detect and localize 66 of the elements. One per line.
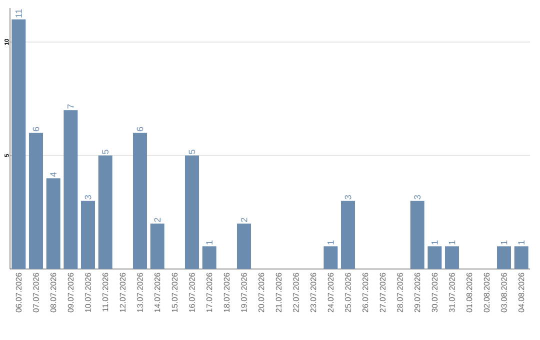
- x-tick-label: 28.07.2026: [397, 272, 403, 312]
- data-label: 1: [448, 240, 456, 244]
- bar: [150, 224, 164, 269]
- bar: [410, 200, 424, 269]
- data-label: 4: [50, 172, 56, 177]
- x-tick-label: 06.07.2026: [16, 272, 22, 312]
- x-tick-label: 07.07.2026: [33, 272, 39, 312]
- x-tick-label: 21.07.2026: [276, 272, 282, 312]
- data-label: 6: [136, 127, 144, 132]
- x-tick-label: 29.07.2026: [414, 272, 420, 312]
- x-tick-label: 31.07.2026: [449, 272, 455, 312]
- data-label: 6: [32, 127, 40, 132]
- bar: [202, 246, 216, 269]
- data-label: 2: [154, 218, 160, 222]
- bar: [497, 246, 512, 269]
- data-label: 3: [414, 195, 421, 200]
- data-label: 2: [240, 218, 248, 222]
- x-tick-label: 20.07.2026: [258, 272, 264, 312]
- data-label: 1: [206, 240, 212, 244]
- x-tick-label: 04.08.2026: [518, 272, 524, 312]
- x-tick-label: 22.07.2026: [293, 272, 299, 312]
- x-tick-label: 27.07.2026: [380, 272, 386, 312]
- bar: [29, 132, 43, 269]
- x-tick-label: 14.07.2026: [154, 272, 160, 312]
- x-tick-label: 16.07.2026: [189, 272, 195, 312]
- x-tick-label: 11.07.2026: [102, 272, 108, 312]
- bar: [445, 246, 460, 269]
- bar: [98, 156, 112, 269]
- data-label: 1: [432, 240, 438, 244]
- x-tick-label: 17.07.2026: [206, 272, 212, 312]
- x-tick-label: 26.07.2026: [362, 272, 368, 312]
- data-label: 3: [344, 195, 352, 200]
- x-tick-label: 10.07.2026: [85, 272, 91, 312]
- bar: [64, 110, 78, 269]
- x-tick-label: 25.07.2026: [345, 272, 351, 312]
- data-label: 3: [84, 195, 92, 200]
- bar: [324, 246, 338, 269]
- data-label: 5: [102, 150, 108, 154]
- bar: [185, 156, 200, 269]
- bar: [514, 246, 528, 269]
- data-label: 1: [328, 240, 334, 244]
- x-tick-label: 12.07.2026: [120, 272, 126, 312]
- x-tick-label: 30.07.2026: [432, 272, 438, 312]
- x-tick-label: 19.07.2026: [241, 272, 247, 312]
- x-tick-label: 18.07.2026: [224, 272, 230, 312]
- data-label: 11: [16, 9, 22, 18]
- x-tick-label: 13.07.2026: [137, 272, 143, 312]
- bar: [237, 224, 251, 269]
- x-tick-label: 15.07.2026: [172, 272, 178, 312]
- x-tick-label: 01.08.2026: [466, 272, 472, 312]
- bar: [341, 200, 356, 269]
- x-tick-label: 02.08.2026: [484, 272, 490, 312]
- bar: [133, 132, 148, 269]
- x-tick-label: 24.07.2026: [328, 272, 334, 312]
- data-label: 5: [188, 150, 196, 154]
- data-label: 7: [68, 104, 74, 108]
- data-label: 1: [518, 240, 524, 244]
- x-tick-label: 23.07.2026: [310, 272, 316, 312]
- x-tick-label: 08.07.2026: [50, 272, 56, 312]
- bar: [428, 246, 442, 269]
- bar: [46, 178, 60, 269]
- x-tick-label: 03.08.2026: [501, 272, 507, 312]
- data-label: 1: [500, 240, 508, 244]
- bar: [81, 200, 95, 269]
- bar: [12, 19, 26, 269]
- x-tick-label: 09.07.2026: [68, 272, 74, 312]
